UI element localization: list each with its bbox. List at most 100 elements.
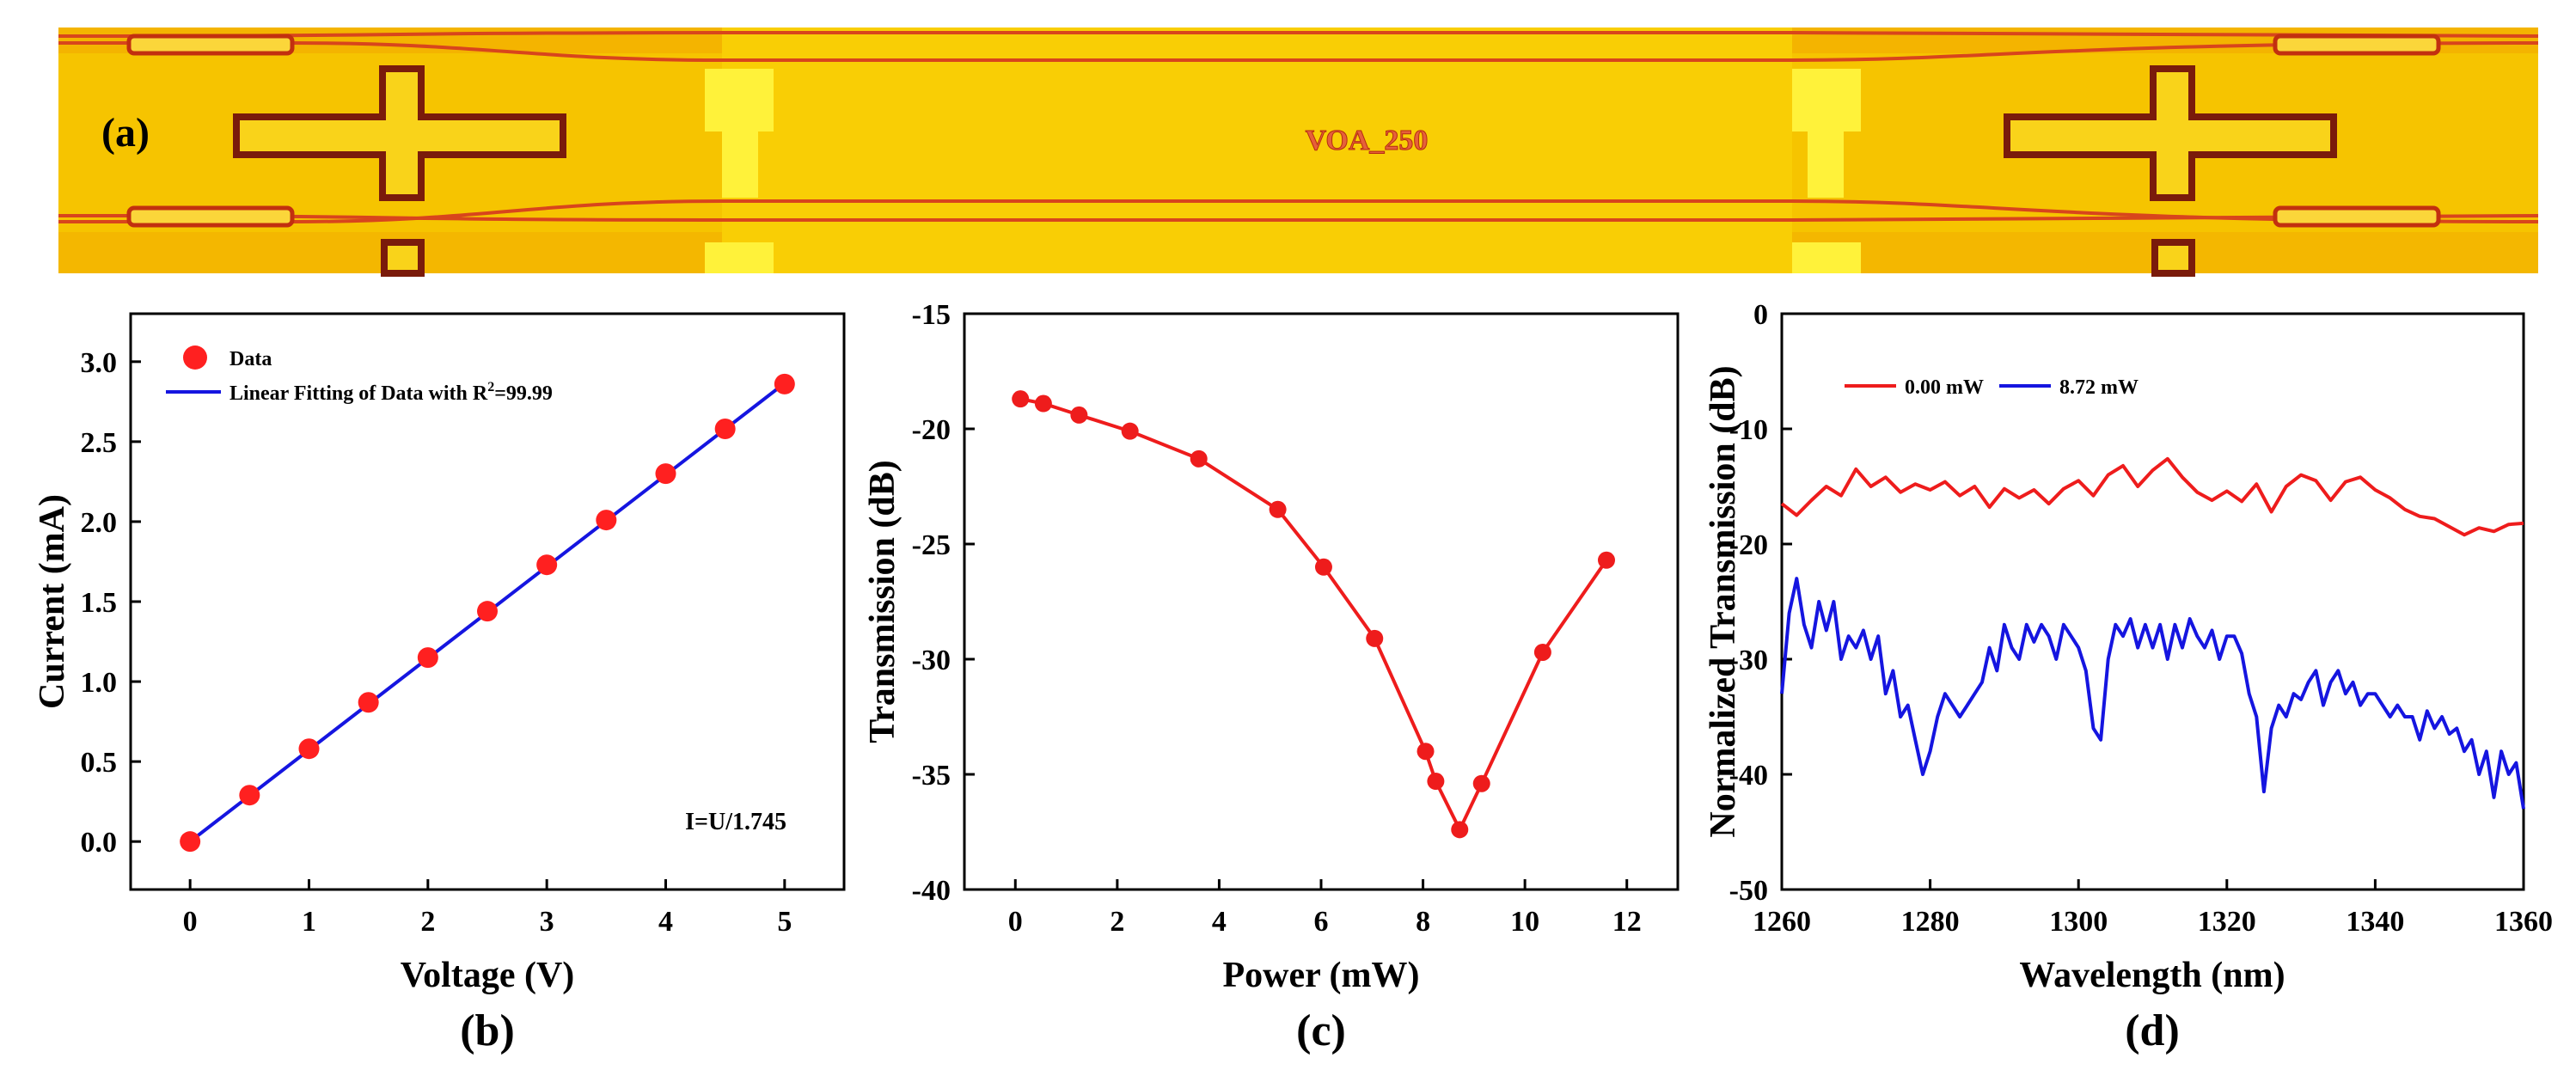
y-axis-label: Transmission (dB) bbox=[863, 460, 903, 743]
legend-label-fit: Linear Fitting of Data with R2=99.99 bbox=[229, 380, 553, 405]
x-axis-label: Wavelength (nm) bbox=[2019, 956, 2285, 995]
y-tick-label: -40 bbox=[912, 875, 951, 907]
y-tick-label: -40 bbox=[1729, 760, 1768, 792]
x-tick-label: 10 bbox=[1510, 906, 1539, 938]
heater-region bbox=[722, 28, 1792, 273]
panel-label-c: (c) bbox=[1296, 1006, 1346, 1055]
legend: 0.00 mW 8.72 mW bbox=[1845, 376, 2139, 399]
y-tick-label: -20 bbox=[912, 414, 951, 446]
y-tick-label: -30 bbox=[912, 645, 951, 676]
series-line-transmission bbox=[1019, 397, 1608, 834]
y-tick-label: 1.0 bbox=[81, 667, 118, 699]
plot-frame bbox=[1780, 312, 2525, 891]
x-axis-label: Power (mW) bbox=[1223, 956, 1420, 995]
y-axis-ticks: 0.0 0.5 1.0 1.5 2.0 2.5 3.0 bbox=[81, 347, 141, 859]
x-tick-label: 6 bbox=[1314, 906, 1329, 938]
alignment-marks bbox=[233, 65, 2337, 277]
legend-marker-data bbox=[183, 345, 207, 370]
x-tick-label: 4 bbox=[658, 906, 673, 938]
panel-label-d: (d) bbox=[2125, 1006, 2180, 1055]
y-tick-label: -20 bbox=[1729, 529, 1768, 561]
y-tick-label: -35 bbox=[912, 760, 951, 792]
data-point bbox=[1034, 394, 1052, 413]
data-point bbox=[1070, 406, 1088, 424]
panel-label-a: (a) bbox=[101, 110, 150, 156]
y-tick-label: 0.0 bbox=[81, 827, 118, 859]
legend: Data Linear Fitting of Data with R2=99.9… bbox=[166, 345, 553, 405]
data-point bbox=[655, 463, 676, 485]
data-point bbox=[1121, 422, 1139, 440]
contact-pad-left-lower bbox=[722, 129, 758, 198]
x-tick-label: 8 bbox=[1416, 906, 1430, 938]
contact-pad-left bbox=[705, 69, 774, 131]
data-point bbox=[1012, 390, 1030, 408]
x-tick-label: 1360 bbox=[2494, 906, 2553, 938]
contact-pad-right-bottom bbox=[1792, 242, 1861, 273]
x-tick-label: 1260 bbox=[1753, 906, 1811, 938]
y-tick-label: 2.0 bbox=[81, 507, 118, 539]
x-tick-label: 0 bbox=[1008, 906, 1023, 938]
x-tick-label: 1300 bbox=[2049, 906, 2108, 938]
data-point bbox=[477, 601, 498, 622]
data-point bbox=[1427, 773, 1445, 791]
legend-label-data: Data bbox=[229, 348, 272, 370]
series-line-872mw bbox=[1780, 577, 2525, 810]
y-tick-label: 3.0 bbox=[81, 347, 118, 379]
data-point bbox=[1314, 558, 1332, 576]
data-point bbox=[239, 785, 260, 806]
legend-label-0mw: 0.00 mW bbox=[1905, 376, 1984, 399]
contact-pad-right-lower bbox=[1808, 129, 1844, 198]
panel-b-chart: 0 1 2 3 4 5 0.0 0.5 1.0 1.5 2.0 2.5 3.0 Data Linear… bbox=[33, 312, 846, 1055]
x-tick-label: 3 bbox=[540, 906, 554, 938]
data-point bbox=[1598, 551, 1615, 569]
waveguides bbox=[58, 31, 2539, 223]
data-point bbox=[596, 510, 617, 531]
y-tick-label: -10 bbox=[1729, 414, 1768, 446]
x-axis-ticks: 0 2 4 6 8 10 12 bbox=[1008, 879, 1642, 938]
x-axis-ticks: 1260 1280 1300 1320 1340 1360 bbox=[1753, 879, 2553, 938]
plot-frame bbox=[963, 312, 1680, 891]
data-point bbox=[1190, 449, 1208, 468]
data-point bbox=[1416, 743, 1435, 761]
data-point bbox=[714, 419, 736, 439]
data-point bbox=[1366, 629, 1384, 647]
x-tick-label: 1280 bbox=[1901, 906, 1960, 938]
y-tick-label: -50 bbox=[1729, 875, 1768, 907]
data-point bbox=[358, 692, 379, 713]
y-tick-label: -30 bbox=[1729, 645, 1768, 676]
fit-equation: I=U/1.745 bbox=[685, 809, 786, 835]
series-line-0mw bbox=[1780, 456, 2524, 537]
y-axis-label: Current (mA) bbox=[33, 494, 72, 709]
panel-label-b: (b) bbox=[460, 1006, 515, 1055]
contact-pad-left-bottom bbox=[705, 242, 774, 273]
data-point bbox=[1533, 643, 1551, 661]
legend-label-872mw: 8.72 mW bbox=[2059, 376, 2139, 399]
x-tick-label: 2 bbox=[420, 906, 435, 938]
y-axis-label: Normalized Transmission (dB) bbox=[1704, 365, 1743, 837]
x-tick-label: 1 bbox=[302, 906, 316, 938]
x-tick-label: 0 bbox=[183, 906, 198, 938]
taper-pads bbox=[126, 34, 2441, 228]
y-tick-label: 2.5 bbox=[81, 427, 118, 459]
y-tick-label: 0 bbox=[1753, 299, 1768, 331]
contact-pad-right bbox=[1792, 69, 1861, 131]
y-tick-label: 1.5 bbox=[81, 587, 118, 619]
panel-c-chart: 0 2 4 6 8 10 12 -40-35-30-25-20-15 Power (mW) … bbox=[863, 299, 1680, 1055]
x-tick-label: 4 bbox=[1212, 906, 1227, 938]
x-tick-label: 1340 bbox=[2346, 906, 2404, 938]
data-point bbox=[536, 554, 558, 576]
data-point bbox=[417, 647, 438, 669]
data-point bbox=[1269, 500, 1287, 518]
y-tick-label: 0.5 bbox=[81, 747, 118, 779]
y-axis-ticks: -50 -40 -30 -20 -10 0 bbox=[1729, 299, 1792, 907]
data-point bbox=[180, 831, 201, 853]
y-tick-label: -25 bbox=[912, 529, 951, 561]
data-point bbox=[1472, 774, 1490, 792]
panel-a-micrograph: VOA_250 (a) bbox=[58, 28, 2539, 277]
x-axis-label: Voltage (V) bbox=[401, 956, 575, 995]
panel-d-chart: 1260 1280 1300 1320 1340 1360 -50 -40 -30 -20 -10… bbox=[1704, 299, 2553, 1055]
x-axis-ticks: 0 1 2 3 4 5 bbox=[183, 879, 792, 938]
data-point bbox=[1451, 821, 1469, 839]
x-tick-label: 5 bbox=[777, 906, 792, 938]
